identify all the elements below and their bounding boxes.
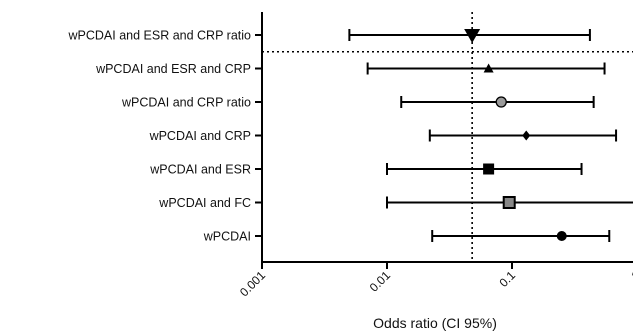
x-axis-label: Odds ratio (CI 95%) bbox=[373, 315, 497, 331]
point-estimate bbox=[464, 29, 481, 43]
point-estimate bbox=[502, 196, 516, 209]
row-5: wPCDAI and FC bbox=[158, 196, 633, 210]
row-4: wPCDAI and ESR bbox=[149, 163, 583, 177]
row-label: wPCDAI and ESR and CRP bbox=[95, 62, 251, 76]
rows: wPCDAI and ESR and CRP ratio wPCDAI and E… bbox=[68, 29, 633, 244]
row-label: wPCDAI and ESR bbox=[149, 163, 251, 177]
point-estimate bbox=[522, 130, 531, 141]
row-label: wPCDAI and FC bbox=[158, 196, 251, 210]
row-label: wPCDAI bbox=[203, 230, 251, 244]
x-tick-label-0: 0.001 bbox=[237, 268, 268, 299]
point-estimate bbox=[483, 163, 495, 175]
point-estimate bbox=[495, 96, 507, 108]
row-0: wPCDAI and ESR and CRP ratio bbox=[68, 29, 591, 43]
x-tick-label-1: 0.01 bbox=[367, 268, 394, 295]
row-6: wPCDAI bbox=[203, 230, 611, 244]
x-tick-label-2: 0.1 bbox=[496, 268, 518, 290]
axes bbox=[261, 12, 633, 263]
point-estimate bbox=[483, 63, 494, 73]
x-ticks: 0.001 0.01 0.1 1 bbox=[237, 262, 633, 299]
row-1: wPCDAI and ESR and CRP bbox=[95, 62, 606, 76]
row-3: wPCDAI and CRP bbox=[149, 129, 618, 143]
row-label: wPCDAI and CRP bbox=[149, 129, 251, 143]
row-label: wPCDAI and ESR and CRP ratio bbox=[68, 29, 252, 43]
row-2: wPCDAI and CRP ratio bbox=[121, 96, 595, 110]
x-tick-label-3: 1 bbox=[628, 268, 633, 283]
row-label: wPCDAI and CRP ratio bbox=[121, 96, 251, 110]
point-estimate bbox=[556, 231, 567, 241]
